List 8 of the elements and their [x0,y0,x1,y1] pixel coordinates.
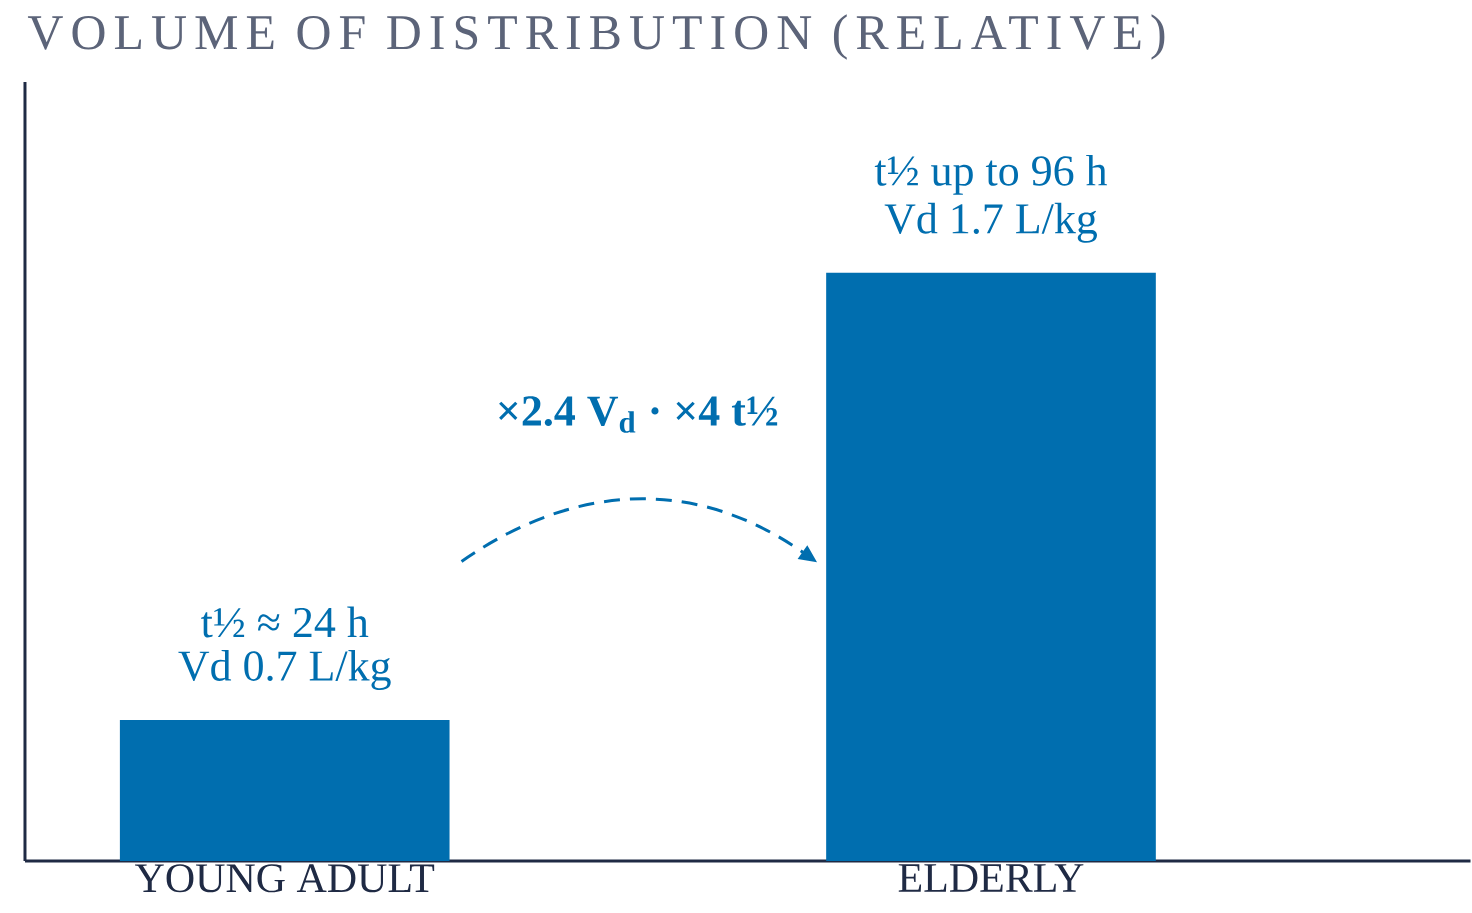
annotation: Vd 1.7 L/kg [884,202,1097,243]
annotation: Vd 0.7 L/kg [178,649,391,690]
x-tick-label: ELDERLY [898,864,1084,892]
chart-title: VOLUME OF DISTRIBUTION (RELATIVE) [27,14,1165,60]
annotation: ×2.4 V$_{d}$ · ×4 t½ [499,396,778,433]
annotation: t½ up to 96 h [874,154,1108,195]
x-tick-label: YOUNG ADULT [135,864,435,893]
annotation: t½ ≈ 24 h [201,606,369,638]
